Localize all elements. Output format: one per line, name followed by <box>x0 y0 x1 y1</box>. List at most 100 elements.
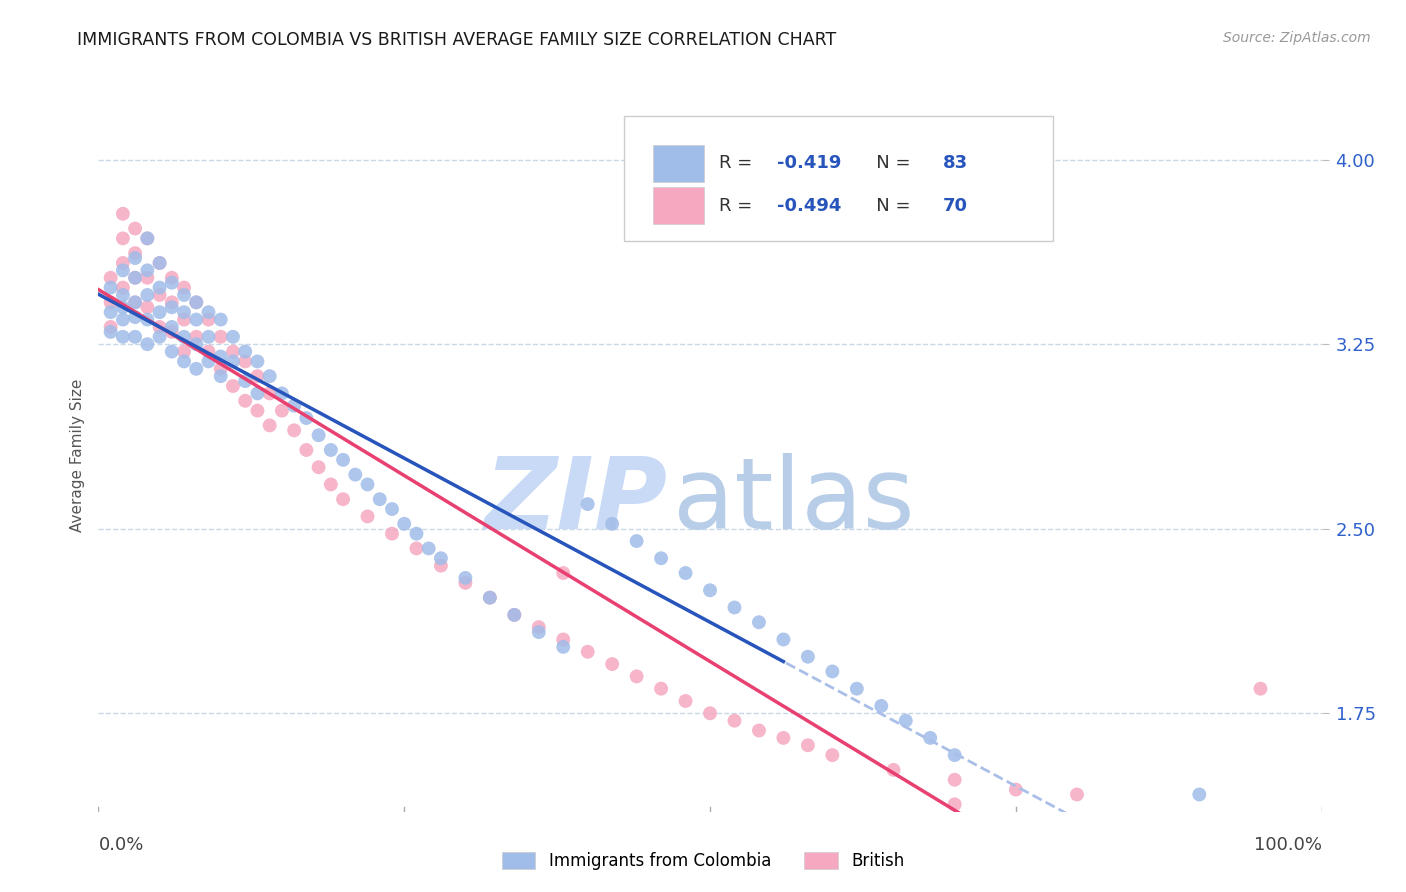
Point <box>100 305 122 319</box>
Point <box>124 270 146 285</box>
Point <box>883 763 905 777</box>
Point <box>160 276 183 290</box>
Point <box>160 270 183 285</box>
Point <box>186 337 208 351</box>
Point <box>319 477 342 491</box>
Y-axis label: Average Family Size: Average Family Size <box>69 378 84 532</box>
Text: N =: N = <box>859 154 917 172</box>
Point <box>392 516 416 531</box>
Point <box>270 386 294 401</box>
Point <box>503 607 526 622</box>
Point <box>186 295 208 310</box>
Point <box>124 310 146 325</box>
Point <box>381 502 404 516</box>
Point <box>723 714 745 728</box>
Point <box>430 558 453 573</box>
Point <box>149 320 172 334</box>
Point <box>894 714 917 728</box>
Point <box>772 632 794 647</box>
Point <box>136 231 159 245</box>
Point <box>111 300 134 314</box>
Point <box>160 295 183 310</box>
Point <box>246 354 269 368</box>
Point <box>675 694 697 708</box>
Point <box>186 295 208 310</box>
Point <box>246 386 269 401</box>
Point <box>772 731 794 745</box>
Point <box>136 270 159 285</box>
Text: N =: N = <box>859 197 917 215</box>
Point <box>173 344 195 359</box>
Point <box>870 698 893 713</box>
Point <box>197 330 219 344</box>
Point <box>332 492 354 507</box>
Point <box>943 772 966 787</box>
Point <box>186 312 208 326</box>
Point <box>797 739 820 753</box>
Point <box>209 312 232 326</box>
Point <box>209 369 232 384</box>
Point <box>699 583 721 598</box>
Point <box>209 330 232 344</box>
Point <box>233 344 256 359</box>
Point <box>405 526 427 541</box>
Point <box>308 428 330 442</box>
Point <box>650 681 672 696</box>
Point <box>222 330 245 344</box>
Text: ZIP: ZIP <box>484 453 668 549</box>
Point <box>259 418 281 433</box>
Point <box>222 379 245 393</box>
Point <box>222 344 245 359</box>
Point <box>124 270 146 285</box>
Point <box>723 600 745 615</box>
Point <box>246 369 269 384</box>
Point <box>111 263 134 277</box>
Point <box>454 575 477 590</box>
Text: 100.0%: 100.0% <box>1254 837 1322 855</box>
Point <box>1249 681 1271 696</box>
Point <box>308 460 330 475</box>
Point <box>748 723 770 738</box>
Point <box>233 393 256 408</box>
Point <box>173 305 195 319</box>
Point <box>149 256 172 270</box>
Point <box>186 361 208 376</box>
Point <box>553 566 575 580</box>
Point <box>160 300 183 314</box>
Point <box>600 657 623 671</box>
Point <box>797 649 820 664</box>
Point <box>283 399 305 413</box>
Point <box>270 403 294 417</box>
Text: -0.494: -0.494 <box>778 197 842 215</box>
Text: R =: R = <box>718 154 758 172</box>
Point <box>136 288 159 302</box>
Point <box>246 403 269 417</box>
FancyBboxPatch shape <box>652 145 704 182</box>
Point <box>111 231 134 245</box>
Point <box>418 541 440 556</box>
Text: R =: R = <box>718 197 758 215</box>
Point <box>503 607 526 622</box>
Point <box>197 305 219 319</box>
Point <box>100 320 122 334</box>
Point <box>821 665 844 679</box>
Point <box>111 256 134 270</box>
Point <box>149 280 172 294</box>
Point <box>222 354 245 368</box>
Point <box>259 369 281 384</box>
Point <box>650 551 672 566</box>
Point <box>1004 782 1026 797</box>
Point <box>478 591 501 605</box>
Point <box>160 344 183 359</box>
Point <box>576 645 599 659</box>
Point <box>100 270 122 285</box>
Point <box>124 295 146 310</box>
Point <box>295 411 318 425</box>
Point <box>478 591 501 605</box>
FancyBboxPatch shape <box>652 187 704 225</box>
Point <box>943 748 966 763</box>
Point <box>136 300 159 314</box>
Point <box>368 492 391 507</box>
Point <box>149 256 172 270</box>
Point <box>295 442 318 457</box>
